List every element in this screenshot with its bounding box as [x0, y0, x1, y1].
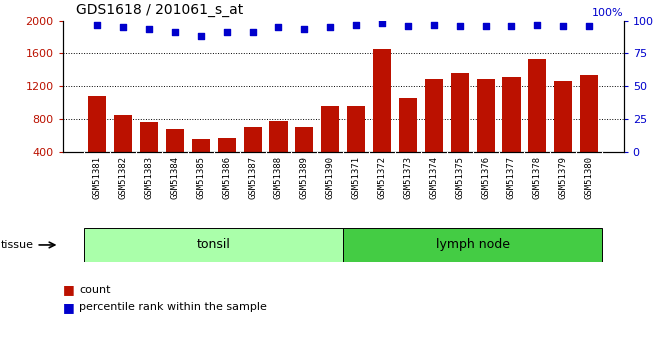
- Bar: [166, 129, 184, 185]
- Point: [403, 23, 413, 29]
- Bar: [140, 122, 158, 185]
- Text: GSM51381: GSM51381: [93, 156, 102, 199]
- Point: [532, 22, 543, 27]
- Bar: [528, 59, 546, 185]
- Text: GSM51371: GSM51371: [352, 156, 360, 199]
- Text: GSM51384: GSM51384: [170, 156, 180, 199]
- Bar: [84, 228, 343, 262]
- Point: [351, 22, 362, 27]
- Text: count: count: [79, 285, 111, 295]
- Point: [325, 24, 335, 30]
- Bar: [502, 77, 521, 185]
- Bar: [269, 121, 288, 185]
- Text: GSM51390: GSM51390: [326, 156, 335, 199]
- Point: [248, 30, 258, 35]
- Point: [221, 30, 232, 35]
- Bar: [373, 49, 391, 185]
- Point: [558, 23, 568, 29]
- Text: GSM51376: GSM51376: [481, 156, 490, 199]
- Text: percentile rank within the sample: percentile rank within the sample: [79, 302, 267, 312]
- Bar: [580, 75, 598, 185]
- Bar: [192, 139, 210, 185]
- Bar: [425, 79, 443, 185]
- Text: 100%: 100%: [592, 8, 624, 18]
- Point: [170, 30, 180, 35]
- Text: tonsil: tonsil: [197, 238, 231, 252]
- Point: [455, 23, 465, 29]
- Bar: [477, 79, 494, 185]
- Bar: [218, 138, 236, 185]
- Point: [92, 22, 102, 27]
- Bar: [114, 115, 132, 185]
- Bar: [347, 106, 365, 185]
- Text: GSM51373: GSM51373: [403, 156, 412, 199]
- Point: [428, 22, 439, 27]
- Text: lymph node: lymph node: [436, 238, 510, 252]
- Text: GSM51375: GSM51375: [455, 156, 464, 199]
- Point: [377, 21, 387, 26]
- Point: [299, 26, 310, 31]
- Text: GSM51379: GSM51379: [559, 156, 568, 199]
- Text: GSM51385: GSM51385: [196, 156, 205, 199]
- Text: GSM51389: GSM51389: [300, 156, 309, 199]
- Text: GSM51386: GSM51386: [222, 156, 231, 199]
- Point: [144, 26, 154, 31]
- Text: GDS1618 / 201061_s_at: GDS1618 / 201061_s_at: [76, 3, 243, 17]
- Bar: [321, 106, 339, 185]
- Bar: [451, 73, 469, 185]
- Point: [506, 23, 517, 29]
- Text: GSM51380: GSM51380: [585, 156, 593, 199]
- Text: ■: ■: [63, 283, 75, 296]
- Text: GSM51372: GSM51372: [378, 156, 387, 199]
- Bar: [343, 228, 602, 262]
- Text: GSM51382: GSM51382: [119, 156, 127, 199]
- Point: [584, 23, 595, 29]
- Point: [118, 24, 129, 30]
- Text: GSM51388: GSM51388: [274, 156, 283, 199]
- Text: GSM51377: GSM51377: [507, 156, 516, 199]
- Bar: [554, 80, 572, 185]
- Bar: [88, 96, 106, 185]
- Bar: [295, 127, 313, 185]
- Bar: [399, 98, 417, 185]
- Text: tissue: tissue: [1, 240, 34, 250]
- Point: [273, 24, 284, 30]
- Text: GSM51374: GSM51374: [429, 156, 438, 199]
- Text: GSM51387: GSM51387: [248, 156, 257, 199]
- Bar: [244, 127, 261, 185]
- Text: ■: ■: [63, 300, 75, 314]
- Text: GSM51378: GSM51378: [533, 156, 542, 199]
- Point: [480, 23, 491, 29]
- Text: GSM51383: GSM51383: [145, 156, 154, 199]
- Point: [195, 34, 206, 39]
